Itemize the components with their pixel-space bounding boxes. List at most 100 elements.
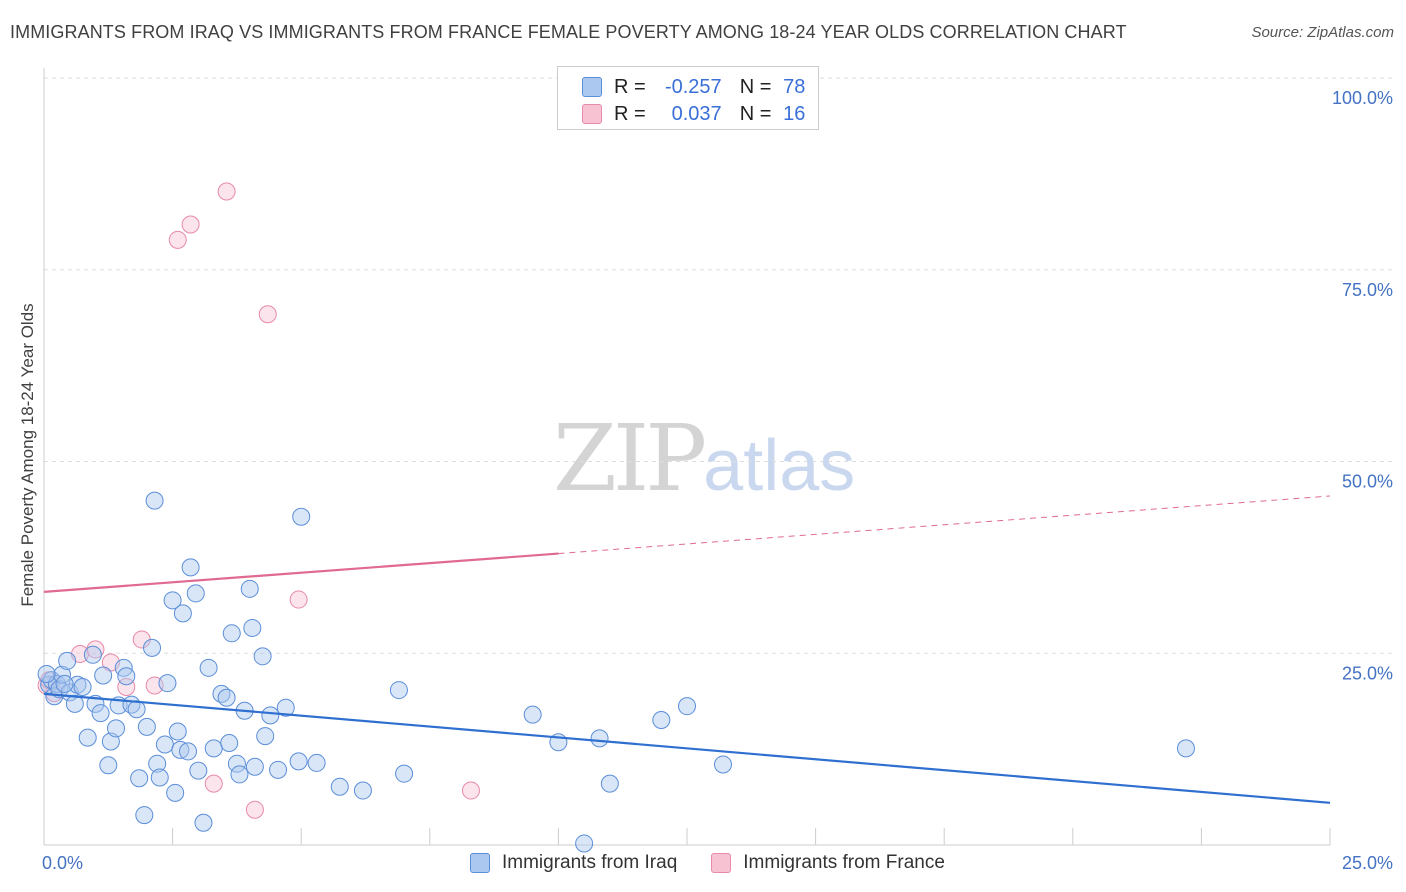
x-tick-label: 0.0% [42,853,83,873]
y-tick-label: 25.0% [1342,663,1393,683]
iraq-point [307,753,326,772]
iraq-point [222,624,241,643]
legend-label-iraq: Immigrants from Iraq [502,852,678,873]
iraq-point [143,638,162,657]
france-swatch [582,104,602,124]
iraq-point [220,733,239,752]
y-tick-label: 75.0% [1342,280,1393,300]
iraq-point [94,666,113,685]
iraq-point [240,579,259,598]
iraq-point [179,742,198,761]
iraq-point [395,764,414,783]
n-value-iraq: 78 [783,75,806,98]
iraq-point [199,658,218,677]
iraq-point [73,677,92,696]
iraq-point [652,710,671,729]
iraq-point [227,754,246,773]
france-point [289,590,308,609]
iraq-trend-line [43,692,1331,804]
france-point [204,774,223,793]
iraq-point [145,491,164,510]
iraq-point [217,688,236,707]
iraq-point [1176,739,1195,758]
legend-row-iraq: R = -0.257 N = 78 [582,74,805,100]
iraq-point [230,765,249,784]
gridlines [44,77,1395,654]
iraq-point [330,777,349,796]
iraq-point [130,769,149,788]
iraq-point [158,674,177,693]
iraq-point [678,697,696,716]
iraq-point [590,729,609,748]
iraq-point [58,651,77,670]
iraq-swatch [582,77,602,97]
iraq-point [269,760,288,779]
iraq-point [171,740,190,759]
france-swatch [711,853,732,873]
watermark-atlas: atlas [703,426,856,506]
trend-lines [43,495,1331,804]
iraq-point [40,675,59,694]
iraq-point [194,813,213,832]
iraq-point [292,507,311,526]
r-label: R = [614,75,646,98]
iraq-point [389,681,408,700]
iraq-points [37,491,1195,853]
iraq-point [50,680,69,699]
watermark: ZIPatlas [553,405,855,512]
iraq-point [168,722,187,741]
iraq-point [575,834,594,853]
iraq-point [155,735,174,754]
legend-item-france[interactable]: Immigrants from France [711,852,945,874]
iraq-point [137,717,156,736]
iraq-point [353,781,372,800]
iraq-point [186,584,205,603]
iraq-swatch [470,853,490,873]
iraq-point [204,739,223,758]
axes [43,68,1331,846]
iraq-point [135,806,154,825]
n-label: N = [739,102,772,125]
iraq-point [245,757,264,776]
iraq-point [523,705,542,724]
legend-item-iraq[interactable]: Immigrants from Iraq [470,852,677,874]
iraq-point [148,754,167,773]
iraq-point [189,761,208,780]
r-value-france: 0.037 [671,102,722,125]
iraq-point [99,756,118,775]
iraq-point [65,694,84,713]
iraq-point [78,728,97,747]
iraq-point [166,783,185,802]
x-tick-label: 25.0% [1342,853,1393,873]
y-tick-label: 50.0% [1342,472,1393,492]
iraq-point [181,558,200,577]
france-points [37,182,480,819]
iraq-point [37,664,56,683]
n-label: N = [739,75,772,98]
iraq-point [55,674,74,693]
correlation-legend: R = -0.257 N = 78 R = 0.037 N = 16 [557,66,819,130]
iraq-point [714,755,733,774]
y-tick-label: 100.0% [1332,88,1393,108]
iraq-point [261,706,280,725]
r-value-iraq: -0.257 [664,75,722,98]
france-point [245,800,264,819]
n-value-france: 16 [783,102,806,125]
france-point [86,640,105,659]
france-point [181,215,200,234]
series-legend: Immigrants from Iraq Immigrants from Fra… [470,852,979,874]
iraq-point [107,719,126,738]
iraq-point [256,727,275,746]
france-point [217,182,236,201]
iraq-point [253,647,272,666]
iraq-point [117,667,136,686]
source-credit: Source: ZipAtlas.com [1251,24,1394,41]
iraq-point [289,752,308,771]
chart-title: IMMIGRANTS FROM IRAQ VS IMMIGRANTS FROM … [10,22,1127,42]
iraq-point [276,698,295,717]
iraq-point [91,704,110,723]
france-trend-line [43,552,559,593]
france-point [258,305,277,324]
france-trend-extension [558,495,1331,555]
